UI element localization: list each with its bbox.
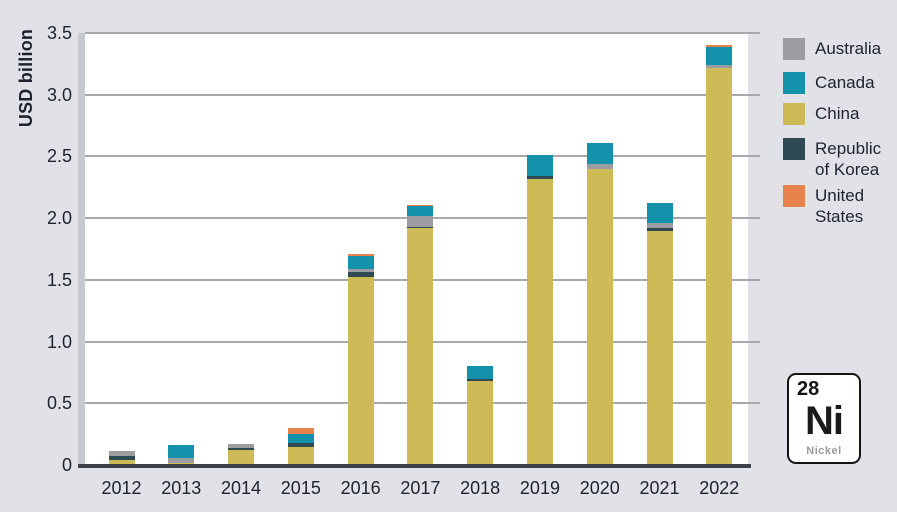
y-tick-label-3.5: 3.5 [46, 23, 72, 43]
y-tick-label-0.5: 0.5 [46, 393, 72, 414]
legend-label-republic-of-korea: Republic of Korea [815, 139, 882, 179]
bar-segment-2020-canada [586, 142, 613, 164]
bar-segment-2015-china [287, 446, 314, 465]
bar-2020 [586, 142, 613, 465]
bar-segment-2012-australia [108, 451, 135, 457]
bar-segment-2012-china [108, 460, 135, 465]
bar-segment-2014-china [228, 450, 255, 465]
y-tick-label-2.5: 2.5 [46, 146, 72, 167]
y-tick-label-1.5: 1.5 [46, 269, 72, 290]
legend-swatch-united-states [783, 185, 805, 207]
y-tick-label-0: 0 [61, 455, 72, 475]
legend-item-united-states: United States [783, 185, 895, 227]
x-tick-label-2012: 2012 [101, 478, 142, 498]
y-axis-line [78, 33, 85, 465]
bar-2014 [228, 444, 255, 465]
bar-segment-2014-australia [228, 444, 255, 448]
y-tick-label-1.0: 1.0 [46, 331, 72, 352]
bar-segment-2021-australia [646, 223, 673, 229]
bar-2012 [108, 451, 135, 465]
bar-segment-2022-united-states [706, 45, 733, 47]
bar-segment-2012-republic-of-korea [108, 456, 135, 461]
y-tick-label-3.0: 3.0 [46, 84, 72, 105]
gridline-3.5 [85, 32, 760, 34]
bar-segment-2022-canada [706, 46, 733, 66]
x-axis-line [78, 464, 751, 468]
legend-item-canada: Canada [783, 72, 895, 94]
x-tick-label-2015: 2015 [280, 478, 321, 498]
legend-label-china: China [815, 104, 860, 123]
bar-2021 [646, 203, 673, 465]
bar-segment-2015-canada [287, 434, 314, 443]
element-name: Nickel [806, 445, 842, 457]
legend-swatch-republic-of-korea [783, 138, 805, 160]
gridline-3 [85, 93, 760, 96]
x-tick-label-2016: 2016 [340, 478, 381, 498]
bar-segment-2017-australia [407, 215, 434, 227]
x-tick-label-2013: 2013 [161, 478, 202, 498]
bar-segment-2015-united-states [287, 428, 314, 435]
legend-item-republic-of-korea: Republic of Korea [783, 138, 895, 180]
legend-swatch-australia [783, 38, 805, 60]
bar-segment-2016-canada [347, 256, 374, 269]
element-symbol: Ni [805, 399, 844, 443]
bar-2017 [407, 204, 434, 465]
bar-segment-2022-china [706, 67, 733, 465]
y-tick-label-2.0: 2.0 [46, 208, 72, 229]
bar-2019 [526, 155, 553, 465]
bar-segment-2018-china [467, 381, 494, 465]
bar-2015 [287, 428, 314, 465]
legend-swatch-canada [783, 72, 805, 94]
bar-segment-2022-australia [706, 65, 733, 68]
x-tick-label-2018: 2018 [460, 478, 501, 498]
x-tick-label-2022: 2022 [699, 478, 740, 498]
bar-segment-2016-republic-of-korea [347, 272, 374, 278]
legend-label-united-states: United States [815, 186, 865, 226]
bar-segment-2013-australia [168, 457, 195, 463]
legend-label-canada: Canada [815, 73, 875, 92]
x-tick-label-2017: 2017 [400, 478, 441, 498]
bar-2016 [347, 253, 374, 465]
bar-segment-2016-australia [347, 268, 374, 273]
bar-segment-2016-united-states [347, 253, 374, 257]
bar-segment-2020-china [586, 168, 613, 465]
bar-segment-2020-australia [586, 163, 613, 169]
element-atomic-number: 28 [797, 378, 820, 400]
legend-item-australia: Australia [783, 38, 895, 60]
bar-segment-2015-republic-of-korea [287, 442, 314, 447]
bar-segment-2017-republic-of-korea [407, 226, 434, 229]
legend-swatch-china [783, 103, 805, 125]
bar-segment-2016-china [347, 277, 374, 465]
element-badge-nickel: 28 Ni Nickel [787, 373, 861, 464]
bar-2018 [467, 366, 494, 465]
x-tick-label-2021: 2021 [639, 478, 680, 498]
x-tick-label-2020: 2020 [579, 478, 620, 498]
legend: Australia Canada China Republic of Korea… [783, 0, 895, 260]
bar-segment-2019-china [526, 178, 553, 465]
bar-segment-2019-republic-of-korea [526, 176, 553, 179]
x-tick-label-2014: 2014 [221, 478, 262, 498]
bar-segment-2014-republic-of-korea [228, 447, 255, 451]
bar-segment-2013-canada [168, 445, 195, 458]
bar-segment-2019-canada [526, 155, 553, 177]
legend-item-china: China [783, 103, 895, 125]
bar-segment-2021-china [646, 230, 673, 465]
bar-2022 [706, 45, 733, 465]
gridline-2.5 [85, 155, 760, 158]
legend-label-australia: Australia [815, 39, 882, 58]
bar-segment-2013-china [168, 462, 195, 465]
bar-segment-2017-china [407, 228, 434, 465]
bar-segment-2018-canada [467, 366, 494, 379]
bar-segment-2018-republic-of-korea [467, 378, 494, 382]
bar-2013 [168, 445, 195, 465]
bar-segment-2021-republic-of-korea [646, 228, 673, 231]
bar-segment-2017-united-states [407, 204, 434, 206]
x-tick-label-2019: 2019 [519, 478, 560, 498]
bar-segment-2021-canada [646, 203, 673, 224]
bar-segment-2017-canada [407, 205, 434, 216]
